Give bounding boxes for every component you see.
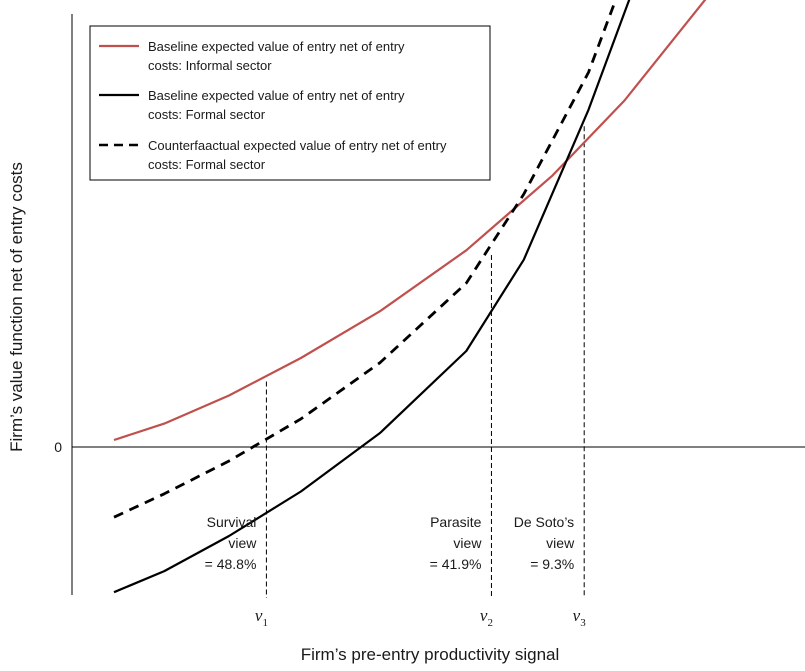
legend-label-informal: Baseline expected value of entry net of …	[148, 39, 405, 73]
series-formal-line	[113, 0, 631, 594]
annotation-parasite-line3: = 41.9%	[430, 556, 482, 572]
legend-box	[89, 25, 491, 181]
y-axis-label: Firm’s value function net of entry costs	[7, 162, 26, 452]
annotation-desoto-line2: view	[546, 535, 575, 551]
annotation-desoto-line1: De Soto’s	[514, 514, 574, 530]
legend: Baseline expected value of entry net of …	[89, 25, 491, 181]
x-tick-label-nu3: ν3	[573, 606, 587, 629]
annotation-survival-line3: = 48.8%	[205, 556, 257, 572]
series-informal-line	[113, 0, 707, 442]
annotation-survival-line1: Survival	[207, 514, 257, 530]
y-tick-label-zero: 0	[54, 439, 62, 455]
annotation-parasite-line2: view	[453, 535, 482, 551]
series-lines	[113, 0, 707, 594]
x-axis-label: Firm’s pre-entry productivity signal	[301, 645, 560, 664]
x-tick-label-nu2: ν2	[480, 606, 493, 629]
annotation-parasite-line1: Parasite	[430, 514, 482, 530]
annotation-desoto-line3: = 9.3%	[530, 556, 574, 572]
view-annotations: Survival view = 48.8% Parasite view = 41.9% De…	[205, 514, 575, 572]
x-tick-labels: ν1 ν2 ν3	[255, 606, 586, 629]
legend-label-formal: Baseline expected value of entry net of …	[148, 88, 405, 122]
annotation-survival-line2: view	[228, 535, 257, 551]
legend-label-counterfactual: Counterfaactual expected value of entry …	[148, 138, 447, 172]
x-tick-label-nu1: ν1	[255, 606, 268, 629]
axes	[71, 14, 805, 595]
series-counterfactual-line	[113, 0, 618, 519]
